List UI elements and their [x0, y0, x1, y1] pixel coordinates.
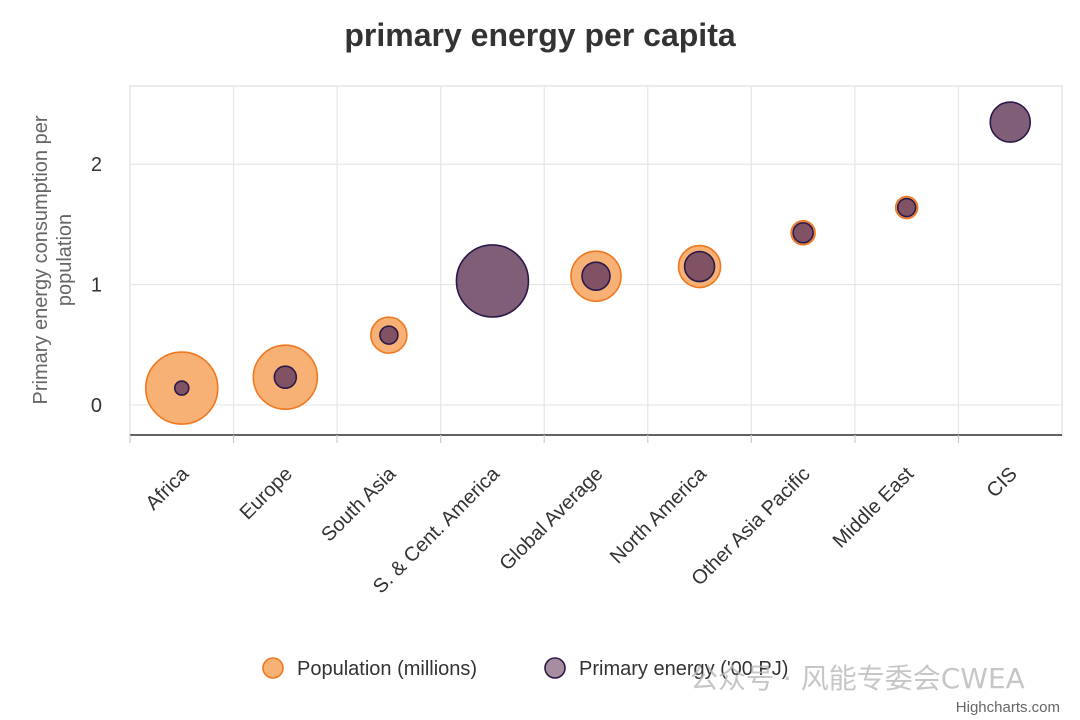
bubble-primary-energy[interactable]	[273, 365, 298, 390]
y-axis-title: Primary energy consumption per population	[30, 115, 76, 404]
x-tick-label: North America	[606, 462, 712, 568]
bubble-primary-energy[interactable]	[173, 380, 190, 396]
chart-title: primary energy per capita	[344, 17, 735, 53]
x-tick-label: South Asia	[317, 462, 401, 546]
watermark-text: 公众号 · 风能专委会CWEA	[690, 662, 1025, 695]
x-tick-label: Europe	[236, 463, 297, 524]
x-tick-label: Africa	[142, 462, 194, 514]
y-tick-label: 1	[91, 275, 102, 297]
x-tick-label: Middle East	[829, 463, 919, 553]
bubble-primary-energy[interactable]	[581, 261, 611, 291]
bubble-primary-energy[interactable]	[683, 250, 716, 283]
bubble-primary-energy[interactable]	[455, 244, 530, 318]
legend-item-label[interactable]: Population (millions)	[297, 658, 477, 680]
x-tick-label: CIS	[983, 463, 1022, 502]
y-axis: 0 1 2 Primary energy consumption per populat…	[30, 115, 102, 417]
legend: Population (millions) Primary energy ('00…	[262, 657, 788, 680]
bubble-primary-energy[interactable]	[379, 325, 399, 345]
y-tick-label: 2	[91, 154, 102, 176]
legend-marker[interactable]	[544, 657, 566, 679]
credits-link[interactable]: Highcharts.com	[956, 699, 1060, 716]
y-tick-label: 0	[91, 395, 102, 417]
legend-item-label[interactable]: Primary energy ('00 PJ)	[579, 658, 788, 680]
bubble-primary-energy[interactable]	[989, 101, 1032, 143]
legend-marker[interactable]	[262, 657, 284, 679]
plot-area	[144, 101, 1032, 425]
x-tick-label: Global Average	[496, 463, 608, 575]
bubble-primary-energy[interactable]	[896, 197, 917, 218]
bubble-primary-energy[interactable]	[792, 222, 814, 244]
